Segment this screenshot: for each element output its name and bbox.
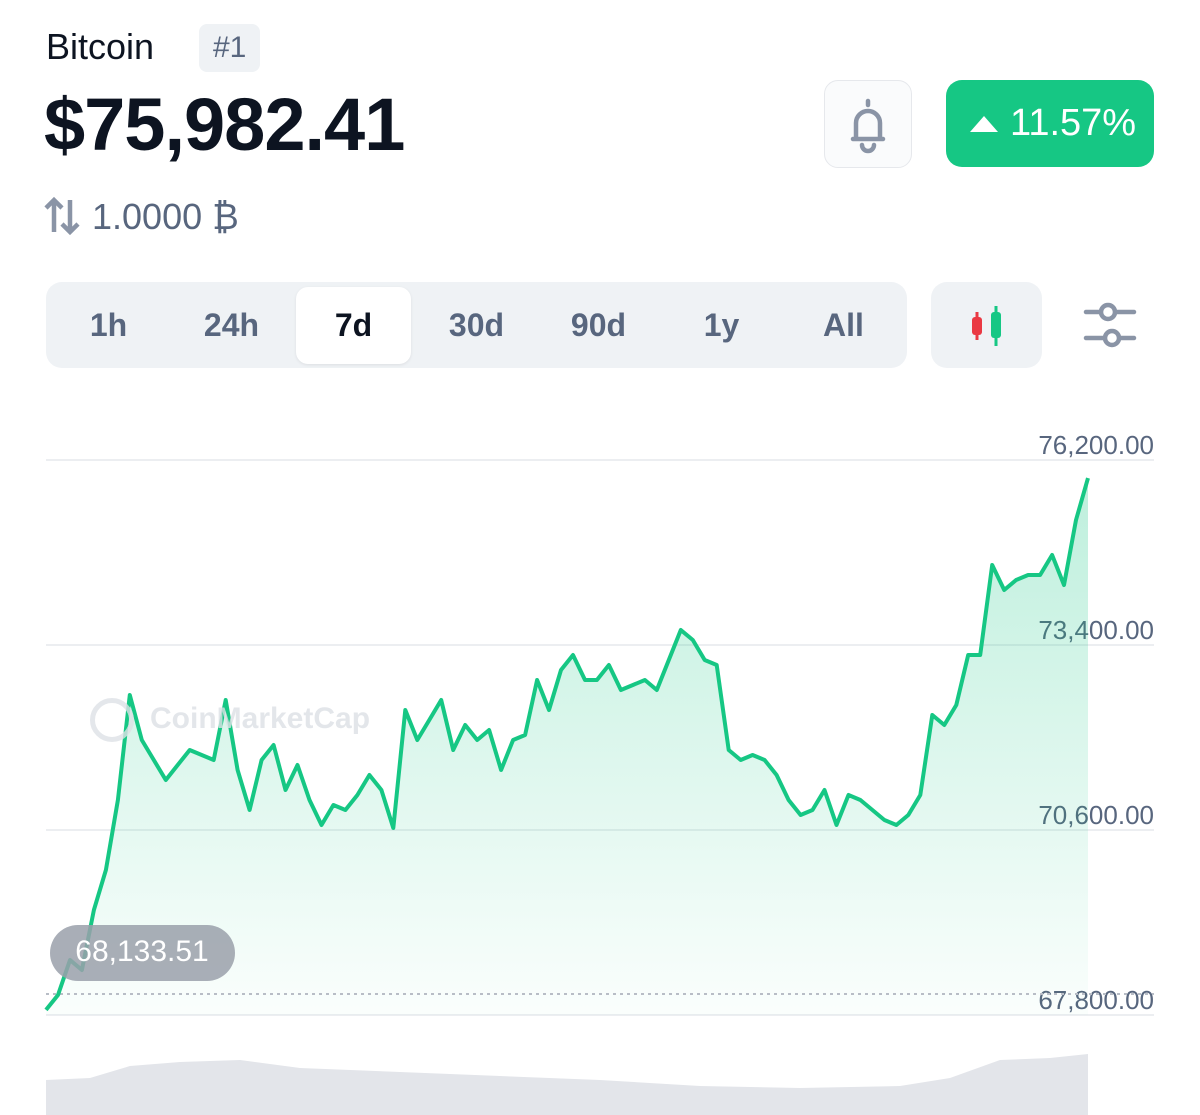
change-badge: 11.57% bbox=[946, 80, 1154, 167]
time-tab[interactable]: All bbox=[823, 307, 864, 343]
time-tabs: 1h 24h 7d 30d 90d 1y All bbox=[46, 282, 907, 368]
time-tab[interactable]: 24h bbox=[203, 307, 260, 343]
watermark: CoinMarketCap bbox=[90, 698, 370, 742]
time-tab[interactable]: 90d bbox=[570, 307, 627, 343]
time-tab[interactable]: 1y bbox=[703, 307, 740, 343]
watermark-text: CoinMarketCap bbox=[150, 701, 371, 735]
settings-icon[interactable] bbox=[1080, 300, 1140, 350]
up-arrow bbox=[970, 116, 998, 132]
plot: 68,133.51 bbox=[44, 477, 1154, 1016]
volume-area bbox=[46, 1054, 1088, 1115]
swap-icon bbox=[44, 196, 80, 236]
price-line bbox=[44, 477, 1090, 1012]
time-tab[interactable]: 7d bbox=[296, 287, 411, 364]
bell-icon bbox=[850, 98, 886, 154]
y-tick-label: 76,200.00 bbox=[1038, 430, 1154, 460]
reference-pill bbox=[50, 924, 235, 981]
candle-icon bbox=[972, 306, 1001, 346]
area-fill bbox=[46, 478, 1088, 1016]
alert-button[interactable] bbox=[824, 80, 912, 168]
converter: 1.0000 ₿ bbox=[92, 196, 239, 237]
rank-badge: #1 bbox=[199, 24, 261, 72]
time-tab[interactable]: 1h bbox=[89, 307, 128, 343]
price: $75,982.41 bbox=[44, 83, 405, 166]
change-value: 11.57% bbox=[1010, 102, 1137, 144]
chart-type-button[interactable] bbox=[931, 282, 1042, 368]
coin-name: Bitcoin bbox=[46, 26, 155, 67]
time-tab[interactable]: 30d bbox=[448, 307, 505, 343]
reference-label: 68,133.51 bbox=[75, 935, 208, 968]
